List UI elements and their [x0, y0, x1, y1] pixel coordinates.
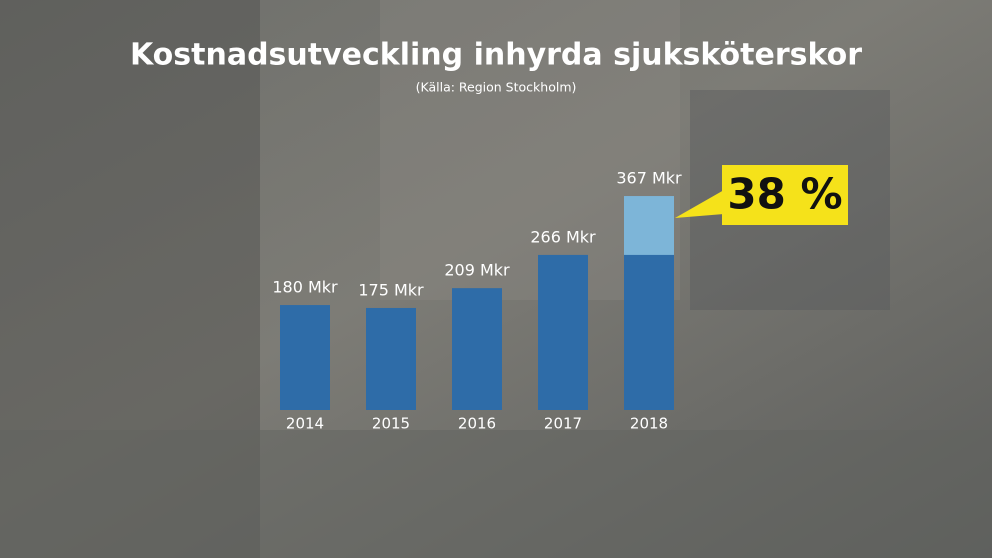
x-tick-label: 2017	[544, 415, 582, 433]
value-label: 266 Mkr	[530, 227, 596, 246]
x-tick-label: 2014	[286, 415, 324, 433]
bar	[366, 307, 416, 410]
bar	[452, 288, 502, 410]
x-tick-label: 2015	[372, 415, 410, 433]
x-tick-label: 2018	[630, 415, 668, 433]
x-tick-label: 2016	[458, 415, 496, 433]
annotation: 38 %	[727, 170, 842, 219]
value-label: 175 Mkr	[358, 280, 424, 299]
callout-box	[722, 165, 848, 225]
value-label: 367 Mkr	[616, 169, 682, 188]
background-shade	[0, 430, 992, 558]
bar	[538, 254, 588, 410]
chart-title: Kostnadsutveckling inhyrda sjukskötersko…	[130, 38, 862, 73]
value-label: 209 Mkr	[444, 261, 510, 280]
bar-base-previous-year	[624, 254, 674, 410]
value-label: 180 Mkr	[272, 278, 338, 297]
bar	[280, 305, 330, 410]
annotation-callout: 38 %	[675, 165, 848, 225]
chart-subtitle: (Källa: Region Stockholm)	[416, 80, 577, 95]
callout-pointer	[675, 190, 724, 218]
